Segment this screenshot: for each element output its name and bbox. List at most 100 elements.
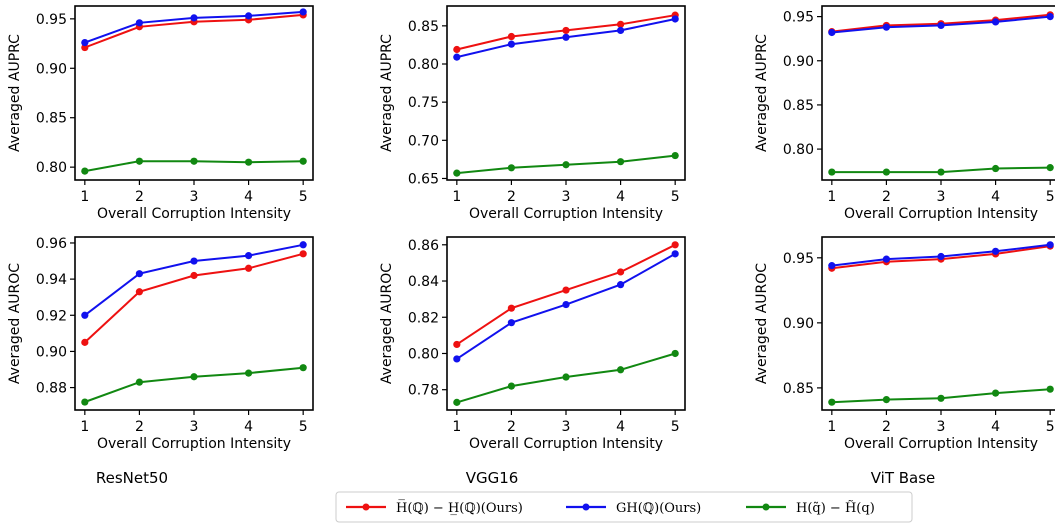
data-point-blue xyxy=(453,355,461,363)
x-tick-label: 5 xyxy=(671,189,680,205)
x-tick-label: 2 xyxy=(135,419,144,435)
data-point-blue xyxy=(299,8,307,16)
data-point-blue xyxy=(562,33,570,41)
x-tick-label: 4 xyxy=(616,189,625,205)
x-axis-label: Overall Corruption Intensity xyxy=(97,206,291,222)
data-point-green xyxy=(882,168,891,176)
series-line-green xyxy=(84,366,304,403)
y-axis-label: Averaged AUROC xyxy=(7,263,23,384)
data-point-green xyxy=(616,158,625,166)
data-point-blue xyxy=(135,19,144,27)
data-point-green xyxy=(190,373,198,381)
x-tick-label: 5 xyxy=(299,419,308,435)
data-point-blue xyxy=(937,21,945,30)
series-line-red xyxy=(456,243,676,346)
x-tick-label: 4 xyxy=(244,419,253,435)
plot-frame xyxy=(821,5,1055,181)
y-tick-label: 0.85 xyxy=(36,111,67,127)
data-point-green xyxy=(453,169,461,177)
data-point-green xyxy=(991,389,1000,397)
data-point-red xyxy=(81,43,89,52)
panel-vgg16-auprc: 0.65 0.70 0.75 0.80 0.85 1 2 3 4 5 Overall Corrupt… xyxy=(379,5,686,222)
data-point-blue xyxy=(299,241,307,249)
data-point-green xyxy=(828,398,836,406)
y-tick-label: 0.65 xyxy=(408,171,439,187)
y-axis-label: Averaged AUROC xyxy=(754,263,770,384)
data-point-blue xyxy=(671,15,679,23)
data-point-red xyxy=(616,20,625,28)
column-title-resnet50: ResNet50 xyxy=(96,469,168,487)
y-tick-label: 0.90 xyxy=(783,54,814,70)
data-point-red xyxy=(562,286,570,294)
data-point-green xyxy=(671,349,679,358)
data-point-red xyxy=(135,288,144,296)
y-tick-label: 0.86 xyxy=(408,238,439,254)
data-point-green xyxy=(453,398,461,406)
data-point-blue xyxy=(991,247,1000,255)
data-point-green xyxy=(671,151,679,160)
x-tick-label: 5 xyxy=(1046,419,1055,435)
y-tick-label: 0.80 xyxy=(408,346,439,362)
x-tick-label: 1 xyxy=(80,419,89,435)
data-point-blue xyxy=(81,311,89,319)
panel-vit-base-auprc: 0.80 0.85 0.90 0.95 1 2 3 4 5 Overall Corruption … xyxy=(754,5,1055,222)
y-tick-label: 0.95 xyxy=(783,10,814,26)
y-axis-label: Averaged AUPRC xyxy=(7,34,23,152)
data-point-blue xyxy=(244,12,253,20)
legend-entry-upper-lower-entropy: H̅(ℚ) − H̲(ℚ)(Ours) xyxy=(346,500,523,516)
legend-marker-green xyxy=(762,503,770,511)
y-tick-label: 0.94 xyxy=(36,272,67,288)
y-tick-label: 0.92 xyxy=(36,308,67,324)
x-tick-label: 3 xyxy=(562,419,571,435)
series-line-blue xyxy=(84,243,304,317)
x-tick-label: 2 xyxy=(507,419,516,435)
data-point-green xyxy=(81,398,89,406)
plot-frame xyxy=(446,236,686,411)
data-point-red xyxy=(244,264,253,272)
data-point-green xyxy=(562,161,570,169)
data-point-red xyxy=(453,45,461,54)
data-point-blue xyxy=(1046,241,1054,249)
y-axis-label: Averaged AUPRC xyxy=(379,34,395,152)
data-point-blue xyxy=(882,255,891,263)
y-tick-label: 0.85 xyxy=(408,19,439,35)
legend-marker-red xyxy=(362,503,370,511)
y-tick-label: 0.96 xyxy=(36,236,67,252)
data-point-blue xyxy=(616,26,625,35)
x-tick-label: 1 xyxy=(452,419,461,435)
data-point-blue xyxy=(190,14,198,22)
data-point-green xyxy=(882,395,891,404)
x-tick-label: 3 xyxy=(562,189,571,205)
data-point-green xyxy=(1046,385,1054,393)
data-point-green xyxy=(299,364,307,372)
data-point-blue xyxy=(991,18,1000,26)
y-tick-label: 0.75 xyxy=(408,95,439,111)
y-axis-label: Averaged AUPRC xyxy=(754,34,770,152)
data-point-blue xyxy=(507,40,516,48)
x-axis-label: Overall Corruption Intensity xyxy=(844,436,1038,452)
data-point-green xyxy=(616,366,625,374)
x-tick-label: 2 xyxy=(882,189,891,205)
data-point-green xyxy=(562,373,570,381)
x-tick-label: 2 xyxy=(135,189,144,205)
legend-label-entropy-difference: H(q̃) − H̃(q) xyxy=(796,500,875,516)
x-tick-label: 4 xyxy=(244,189,253,205)
x-axis-label: Overall Corruption Intensity xyxy=(844,206,1038,222)
data-point-red xyxy=(616,268,625,276)
x-tick-label: 4 xyxy=(991,419,1000,435)
x-tick-label: 3 xyxy=(190,419,199,435)
x-tick-label: 5 xyxy=(1046,189,1055,205)
x-tick-label: 3 xyxy=(937,189,946,205)
y-tick-label: 0.85 xyxy=(783,98,814,114)
data-point-blue xyxy=(81,38,89,47)
plot-frame xyxy=(74,5,314,181)
data-point-blue xyxy=(562,300,570,309)
data-point-red xyxy=(507,304,516,312)
y-tick-label: 0.80 xyxy=(408,57,439,73)
data-point-blue xyxy=(453,53,461,61)
data-point-red xyxy=(453,340,461,349)
data-point-green xyxy=(991,164,1000,173)
panel-vgg16-auroc: 0.78 0.80 0.82 0.84 0.86 1 2 3 4 5 Overall Corrupt… xyxy=(379,236,686,452)
column-title-vgg16: VGG16 xyxy=(466,469,519,487)
